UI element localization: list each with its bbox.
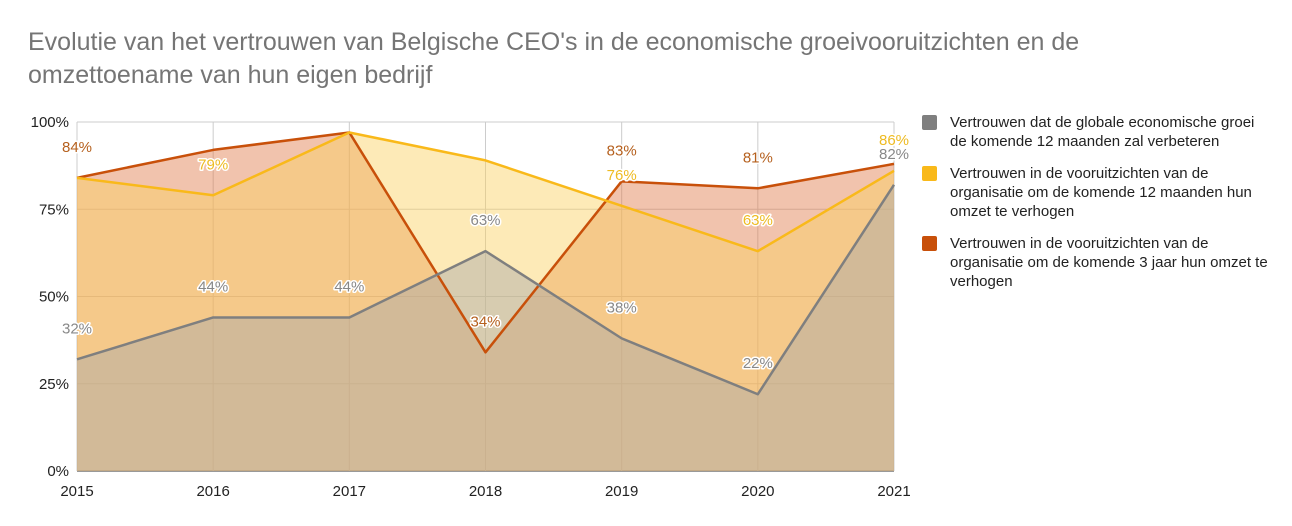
- x-tick-label: 2016: [196, 483, 229, 500]
- x-tick-label: 2015: [60, 483, 93, 500]
- legend-swatch: [922, 115, 937, 130]
- axis-ticks: 0% 25% 50% 75% 100% 2015 2016 2017 2018 2019 2020 2…: [31, 114, 911, 500]
- data-label: 63%: [743, 212, 773, 229]
- data-label: 83%: [607, 142, 637, 159]
- data-label: 34%: [470, 313, 500, 330]
- legend-item: Vertrouwen dat de globale economische gr…: [922, 113, 1272, 151]
- series-line: [76, 131, 895, 354]
- legend-item: Vertrouwen in de vooruitzichten van de o…: [922, 234, 1272, 291]
- chart-plot-area: 0% 25% 50% 75% 100% 2015 2016 2017 2018 2019 2020 2…: [31, 114, 911, 500]
- data-label: 82%: [879, 146, 909, 163]
- y-tick-label: 50%: [39, 289, 69, 306]
- legend-label: Vertrouwen dat de globale economische gr…: [950, 114, 1255, 150]
- data-label: 22%: [743, 355, 773, 372]
- data-label: 86%: [879, 132, 909, 149]
- x-tick-label: 2018: [469, 483, 502, 500]
- x-tick-label: 2019: [605, 483, 638, 500]
- legend-label: Vertrouwen in de vooruitzichten van de o…: [950, 165, 1252, 220]
- data-label: 79%: [198, 156, 228, 173]
- y-tick-label: 0%: [47, 463, 69, 480]
- data-label: 44%: [198, 278, 228, 295]
- legend-label: Vertrouwen in de vooruitzichten van de o…: [950, 235, 1268, 290]
- series-lines: [76, 131, 896, 396]
- data-label: 63%: [470, 212, 500, 229]
- series-area: [77, 132, 894, 471]
- legend-swatch: [922, 166, 937, 181]
- legend-swatch: [922, 236, 937, 251]
- data-label: 81%: [743, 149, 773, 166]
- y-tick-label: 25%: [39, 376, 69, 393]
- data-label: 32%: [62, 320, 92, 337]
- series-area: [77, 132, 894, 471]
- series-line: [76, 131, 895, 253]
- data-label: 84%: [62, 139, 92, 156]
- data-label: 44%: [334, 278, 364, 295]
- series-line: [76, 184, 896, 396]
- series-area: [77, 184, 894, 471]
- y-tick-label: 100%: [31, 114, 69, 131]
- chart-title: Evolutie van het vertrouwen van Belgisch…: [28, 28, 1080, 89]
- legend: Vertrouwen dat de globale economische gr…: [922, 113, 1272, 304]
- series-areas: [77, 132, 894, 471]
- y-tick-label: 75%: [39, 201, 69, 218]
- data-labels: 32% 44% 44% 63% 38% 22% 82% 79% 76% 63% 86% 84% 34% 8…: [60, 130, 910, 373]
- data-label: 76%: [607, 167, 637, 184]
- gridlines: [76, 121, 895, 472]
- data-label: 38%: [607, 299, 637, 316]
- legend-item: Vertrouwen in de vooruitzichten van de o…: [922, 164, 1272, 221]
- x-tick-label: 2020: [741, 483, 774, 500]
- x-tick-label: 2017: [333, 483, 366, 500]
- x-tick-label: 2021: [877, 483, 910, 500]
